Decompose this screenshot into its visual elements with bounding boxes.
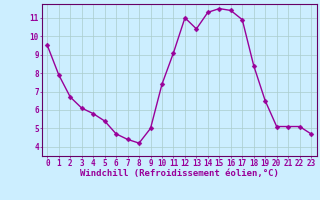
X-axis label: Windchill (Refroidissement éolien,°C): Windchill (Refroidissement éolien,°C)	[80, 169, 279, 178]
